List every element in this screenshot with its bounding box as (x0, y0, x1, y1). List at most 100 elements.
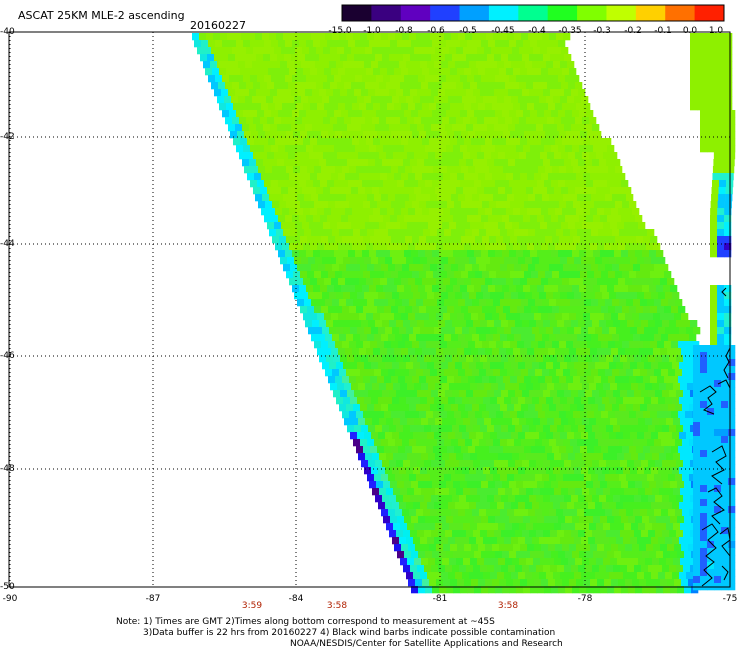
swath-cell (725, 33, 733, 41)
swath-cell (622, 306, 630, 314)
swath-cell (469, 397, 477, 405)
swath-cell (445, 89, 453, 97)
swath-cell (671, 376, 679, 384)
swath-cell (512, 523, 520, 531)
swath-cell (377, 271, 385, 279)
swath-cell (451, 474, 459, 482)
swath-cell (394, 208, 402, 216)
swath-cell (450, 243, 458, 251)
colorbar-swatch (430, 5, 461, 21)
swath-cell (597, 243, 605, 251)
swath-cell (540, 152, 548, 160)
swath-cell (385, 96, 393, 104)
swath-cell (607, 215, 615, 223)
swath-cell (693, 576, 701, 584)
colorbar-label: 0.0 (682, 26, 698, 36)
swath-cell (565, 516, 573, 524)
swath-cell (540, 558, 548, 566)
swath-cell (545, 376, 553, 384)
swath-cell (481, 215, 489, 223)
swath-cell (377, 201, 385, 209)
swath-cell (586, 180, 594, 188)
swath-cell (574, 362, 582, 370)
swath-cell (391, 446, 399, 454)
swath-cell (323, 187, 331, 195)
swath-cell (700, 387, 708, 395)
colorbar-swatch (694, 5, 725, 21)
swath-cell (561, 383, 569, 391)
swath-cell (611, 579, 619, 587)
note-line-3: NOAA/NESDIS/Center for Satellite Applica… (290, 639, 563, 649)
swath-cell (546, 362, 554, 370)
swath-cell (498, 47, 506, 55)
swath-cell (576, 173, 584, 181)
swath-cell (700, 527, 708, 535)
swath-cell (383, 145, 391, 153)
swath-cell (575, 82, 583, 90)
swath-cell (345, 138, 353, 146)
swath-cell (489, 166, 497, 174)
swath-cell (402, 194, 410, 202)
swath-cell (589, 558, 597, 566)
swath-cell (485, 68, 493, 76)
swath-cell (455, 537, 463, 545)
swath-cell (473, 495, 481, 503)
swath-cell (648, 320, 656, 328)
swath-cell (457, 138, 465, 146)
swath-cell (381, 439, 389, 447)
swath-cell (665, 327, 673, 335)
swath-cell (560, 292, 568, 300)
swath-cell (684, 481, 692, 489)
swath-cell (519, 82, 527, 90)
swath-cell (534, 544, 542, 552)
swath-cell (411, 481, 419, 489)
swath-cell (547, 418, 555, 426)
swath-cell (645, 488, 653, 496)
swath-cell (588, 537, 596, 545)
swath-cell (477, 222, 485, 230)
swath-cell (453, 250, 461, 258)
swath-cell (462, 327, 470, 335)
swath-cell (439, 250, 447, 258)
swath-cell (693, 527, 701, 535)
swath-cell (693, 541, 701, 549)
swath-cell (288, 47, 296, 55)
swath-cell (637, 467, 645, 475)
swath-cell (461, 341, 469, 349)
swath-cell (521, 299, 529, 307)
swath-cell (620, 320, 628, 328)
swath-cell (619, 194, 627, 202)
swath-cell (295, 152, 303, 160)
swath-cell (343, 362, 351, 370)
swath-cell (360, 229, 368, 237)
swath-cell (302, 82, 310, 90)
swath-cell (255, 194, 263, 202)
swath-cell (542, 509, 550, 517)
swath-cell (197, 47, 205, 55)
swath-cell (440, 271, 448, 279)
swath-cell (635, 551, 643, 559)
swath-cell (498, 523, 506, 531)
swath-cell (337, 187, 345, 195)
swath-cell (724, 208, 732, 216)
swath-cell (481, 75, 489, 83)
swath-cell (455, 257, 463, 265)
swath-cell (489, 341, 497, 349)
swath-cell (475, 376, 483, 384)
swath-cell (368, 425, 376, 433)
swath-cell (422, 208, 430, 216)
swath-cell (299, 75, 307, 83)
swath-cell (453, 586, 461, 594)
swath-cell (645, 418, 653, 426)
swath-cell (588, 502, 596, 510)
swath-cell (514, 33, 522, 41)
swath-cell (610, 488, 618, 496)
swath-cell (662, 425, 670, 433)
swath-cell (564, 89, 572, 97)
colorbar-swatch (606, 5, 637, 21)
swath-cell (464, 348, 472, 356)
swath-cell (448, 292, 456, 300)
swath-cell (435, 523, 443, 531)
swath-cell (648, 460, 656, 468)
swath-cell (314, 341, 322, 349)
